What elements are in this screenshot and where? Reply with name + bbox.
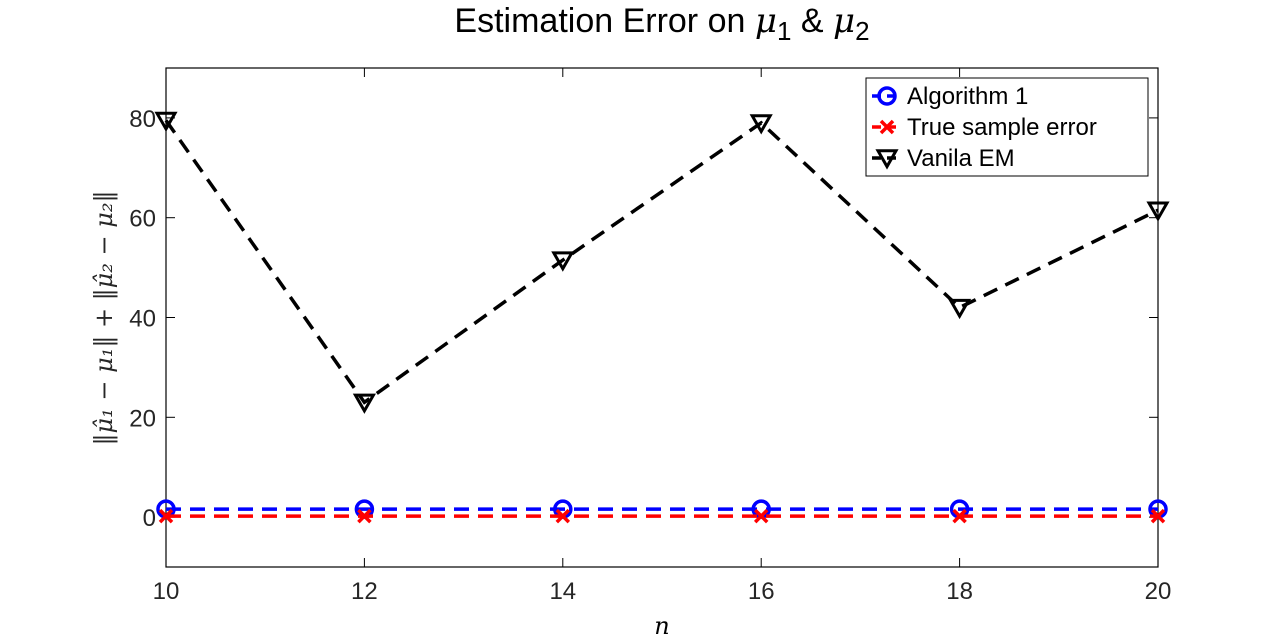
legend-box xyxy=(865,77,1149,177)
legend-item-2: Vanila EM xyxy=(872,145,1015,172)
series-2-point-4 xyxy=(948,298,972,320)
y-tick-label-4: 80 xyxy=(129,106,156,133)
x-axis-label: n xyxy=(654,612,669,640)
x-tick-label-1: 12 xyxy=(351,578,378,605)
x-tick-label-3: 16 xyxy=(748,578,775,605)
legend-swatch-marker-2 xyxy=(875,149,899,170)
series-2-point-5 xyxy=(1146,201,1170,222)
series-2-point-2 xyxy=(551,251,575,272)
chart-title: Estimation Error on μ1 & μ2 xyxy=(454,1,869,46)
chart-title-sub1: 1 xyxy=(777,16,791,46)
x-tick-label-5: 20 xyxy=(1145,578,1172,605)
series-layer xyxy=(154,111,1170,524)
series-1-point-0 xyxy=(158,508,174,524)
chart-title-sub2: 2 xyxy=(855,16,869,46)
series-2-point-0 xyxy=(154,111,178,132)
series-1-point-1 xyxy=(357,508,372,524)
y-tick-label-2: 40 xyxy=(129,306,156,333)
series-1-point-5 xyxy=(1150,508,1166,524)
legend-item-1: True sample error xyxy=(872,114,1097,141)
legend-label-2: Vanila EM xyxy=(907,145,1015,172)
axis-ticks: 10 12 14 16 18 20 0 20 40 60 80 xyxy=(129,68,1171,605)
series-1-point-3 xyxy=(753,508,769,524)
chart-title-text: Estimation Error on xyxy=(454,2,754,40)
x-tick-label-2: 14 xyxy=(549,578,576,605)
series-1-point-4 xyxy=(952,508,967,524)
legend-label-0: Algorithm 1 xyxy=(907,83,1028,110)
y-axis-label: ‖μ̂₁ − μ₁‖ + ‖μ̂₂ − μ₂‖ xyxy=(90,191,119,446)
series-1 xyxy=(158,508,1166,524)
series-2-line xyxy=(164,119,1159,405)
legend-swatch-marker-0 xyxy=(877,86,897,106)
y-tick-label-0: 0 xyxy=(143,505,156,532)
series-2 xyxy=(154,111,1170,414)
chart-title-amp: & xyxy=(791,2,833,40)
legend-item-0: Algorithm 1 xyxy=(872,83,1028,110)
x-tick-label-0: 10 xyxy=(153,578,180,605)
legend-swatch-marker-1 xyxy=(879,119,895,135)
chart-title-mu2: μ xyxy=(833,1,855,41)
legend: Algorithm 1 True sample error Vanila EM xyxy=(865,77,1149,177)
legend-label-1: True sample error xyxy=(907,114,1097,141)
series-1-point-2 xyxy=(555,508,571,524)
series-2-point-1 xyxy=(352,393,376,414)
y-tick-label-1: 20 xyxy=(129,405,156,432)
series-2-point-3 xyxy=(749,114,773,135)
legend-items: Algorithm 1 True sample error Vanila EM xyxy=(872,83,1097,172)
chart-title-mu1: μ xyxy=(755,1,777,41)
y-tick-label-3: 60 xyxy=(129,206,156,233)
x-tick-label-4: 18 xyxy=(946,578,973,605)
